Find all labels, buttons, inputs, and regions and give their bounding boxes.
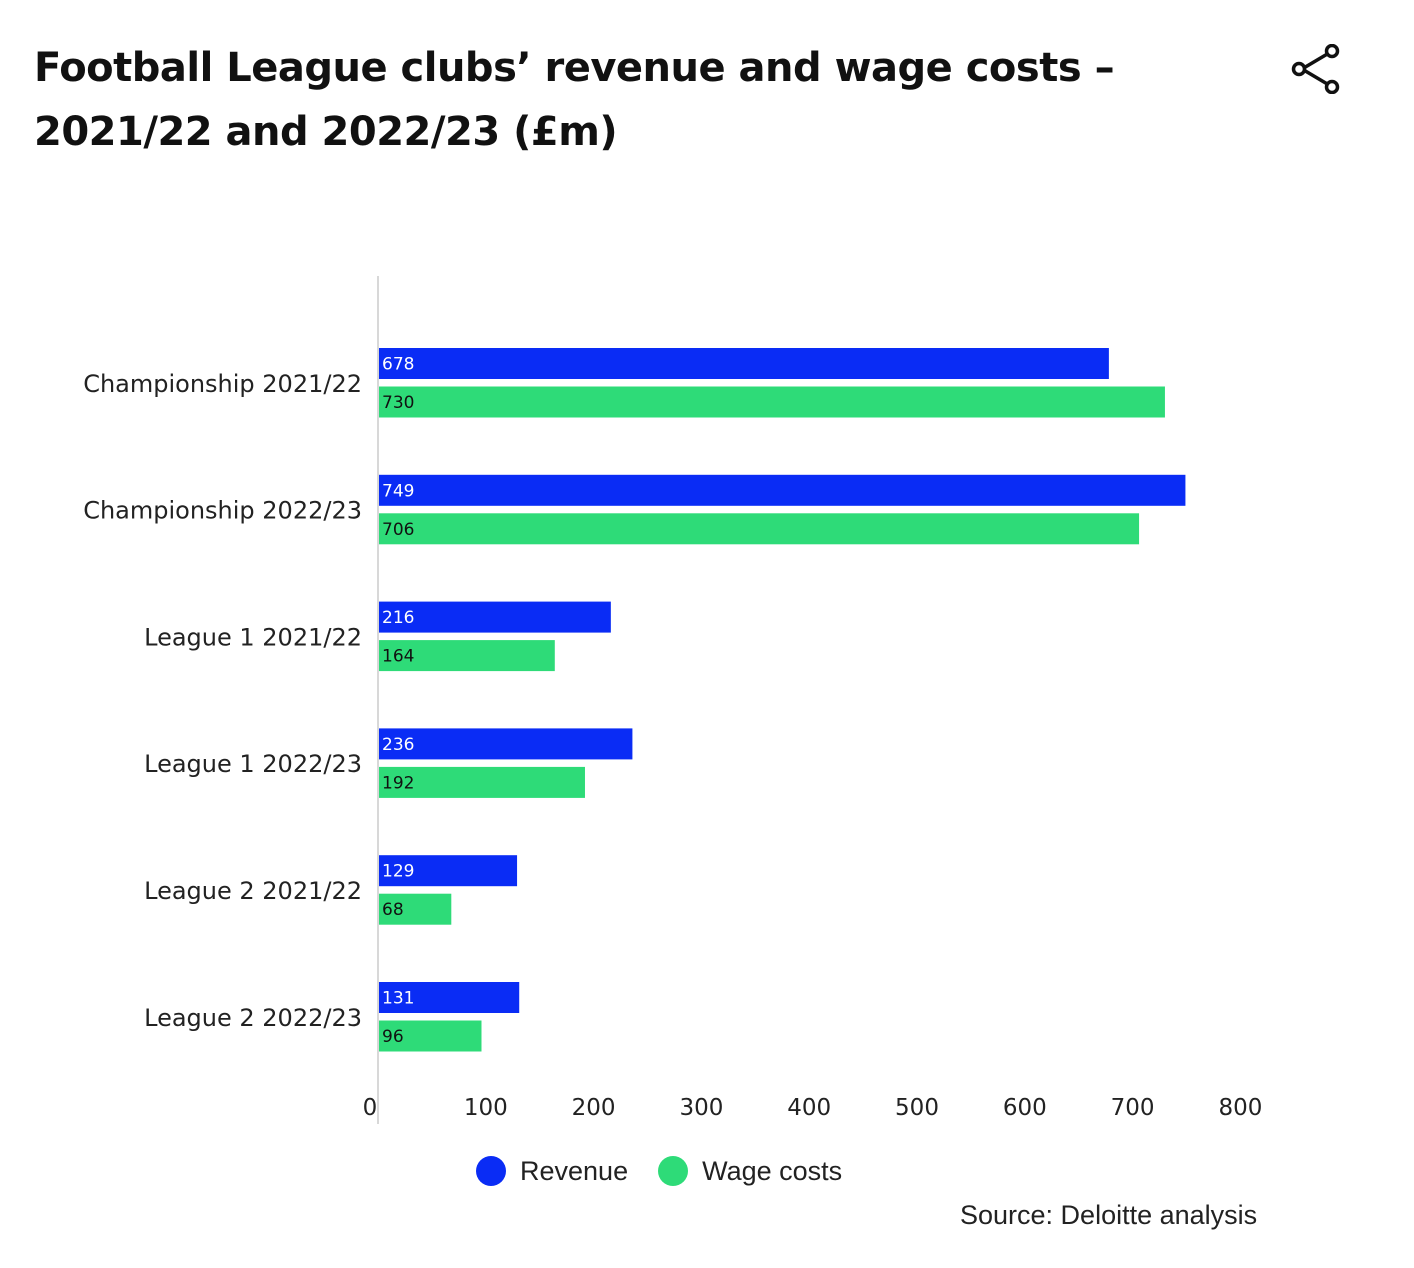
- x-tick-label: 500: [895, 1095, 939, 1121]
- category-label: Championship 2022/23: [83, 497, 362, 525]
- legend-swatch-revenue: [476, 1156, 506, 1186]
- data-label-revenue: 129: [382, 862, 414, 882]
- x-tick-label: 400: [787, 1095, 831, 1121]
- data-label-wage-costs: 730: [382, 393, 414, 413]
- bar-revenue: [379, 601, 611, 633]
- bar-wage-costs: [379, 513, 1140, 545]
- bar-chart: Championship 2021/22 678 730 Championship 2…: [83, 276, 1262, 1124]
- data-label-revenue: 131: [382, 989, 414, 1009]
- x-tick-label: 800: [1218, 1095, 1262, 1121]
- x-tick-label: 300: [679, 1095, 723, 1121]
- category-label: League 1 2021/22: [144, 623, 362, 651]
- legend-label-revenue: Revenue: [520, 1155, 629, 1186]
- share-icon: [1291, 43, 1340, 95]
- share-button[interactable]: [1286, 43, 1346, 95]
- x-tick-label: 200: [572, 1095, 616, 1121]
- data-label-wage-costs: 706: [382, 520, 414, 540]
- legend-item-wage-costs[interactable]: Wage costs: [658, 1156, 842, 1187]
- bar-wage-costs: [379, 893, 452, 925]
- category-label: League 1 2022/23: [144, 750, 362, 778]
- data-label-revenue: 236: [382, 735, 414, 755]
- bar-revenue: [379, 474, 1186, 506]
- data-label-wage-costs: 192: [382, 773, 414, 793]
- x-tick-label: 600: [1003, 1095, 1047, 1121]
- legend-item-revenue[interactable]: Revenue: [476, 1156, 628, 1187]
- category-label: League 2 2022/23: [144, 1004, 362, 1032]
- bar-wage-costs: [379, 1020, 482, 1052]
- bar-wage-costs: [379, 386, 1165, 418]
- data-label-wage-costs: 68: [382, 900, 404, 920]
- source-note: Source: Deloitte analysis: [960, 1200, 1258, 1230]
- x-tick-label: 100: [464, 1095, 508, 1121]
- data-label-wage-costs: 164: [382, 647, 414, 667]
- data-label-revenue: 216: [382, 608, 414, 628]
- chart-title: Football League clubs’ revenue and wage …: [34, 36, 1214, 164]
- bar-wage-costs: [379, 766, 585, 798]
- chart-legend: Revenue Wage costs: [476, 1150, 872, 1192]
- legend-label-wage-costs: Wage costs: [702, 1155, 843, 1186]
- data-label-revenue: 678: [382, 355, 414, 375]
- bar-revenue: [379, 855, 518, 887]
- data-label-wage-costs: 96: [382, 1027, 404, 1047]
- data-label-revenue: 749: [382, 481, 414, 501]
- x-tick-label: 0: [363, 1095, 378, 1121]
- bar-wage-costs: [379, 640, 555, 672]
- legend-swatch-wage-costs: [658, 1156, 689, 1186]
- x-tick-label: 700: [1111, 1095, 1155, 1121]
- category-label: Championship 2021/22: [83, 370, 362, 398]
- bar-revenue: [379, 348, 1109, 379]
- category-label: League 2 2021/22: [144, 877, 362, 905]
- chart-title-line-2: 2021/22 and 2022/23 (£m): [34, 109, 618, 155]
- chart-title-line-1: Football League clubs’ revenue and wage …: [34, 45, 1115, 91]
- bar-revenue: [379, 982, 520, 1013]
- bar-revenue: [379, 728, 633, 760]
